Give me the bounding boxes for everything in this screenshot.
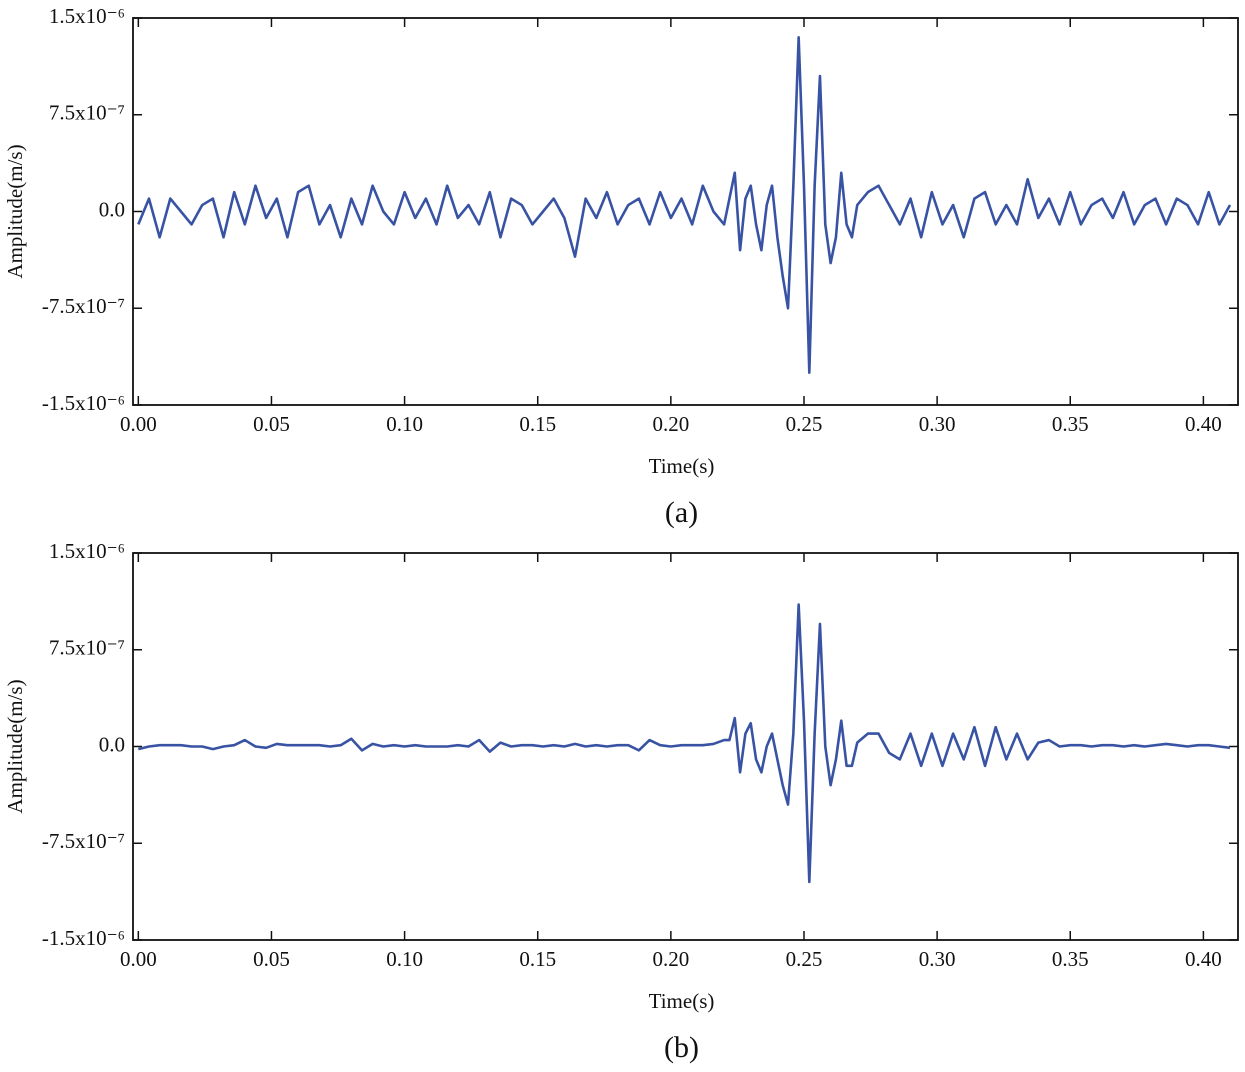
x-tick-label: 0.30: [919, 412, 956, 436]
x-tick-label: 0.20: [652, 412, 689, 436]
x-axis-label: Time(s): [649, 989, 715, 1013]
x-tick-label: 0.00: [120, 947, 157, 971]
x-tick-label: 0.40: [1185, 412, 1222, 436]
y-tick-label: -1.5x10⁻⁶: [42, 926, 125, 950]
y-tick-label: -7.5x10⁻⁷: [42, 829, 125, 853]
x-tick-label: 0.05: [253, 947, 290, 971]
x-tick-label: 0.20: [652, 947, 689, 971]
x-tick-label: 0.10: [386, 947, 423, 971]
x-tick-label: 0.35: [1052, 412, 1089, 436]
x-tick-label: 0.30: [919, 947, 956, 971]
y-tick-label: 7.5x10⁻⁷: [49, 101, 125, 125]
x-tick-label: 0.25: [786, 947, 823, 971]
y-tick-label: -7.5x10⁻⁷: [42, 294, 125, 318]
plot-frame: [132, 552, 1239, 941]
y-tick-label: 1.5x10⁻⁶: [49, 4, 125, 28]
y-tick-label: 0.0: [99, 732, 125, 756]
x-tick-label: 0.15: [519, 412, 556, 436]
x-tick-label: 0.25: [786, 412, 823, 436]
x-tick-label: 0.05: [253, 412, 290, 436]
plot-frame: [132, 17, 1239, 406]
signal-line: [138, 603, 1231, 884]
x-tick-label: 0.40: [1185, 947, 1222, 971]
y-tick-label: -1.5x10⁻⁶: [42, 391, 125, 415]
y-tick-label: 7.5x10⁻⁷: [49, 636, 125, 660]
x-tick-label: 0.15: [519, 947, 556, 971]
y-axis-label: Amplitude(m/s): [3, 679, 27, 813]
x-tick-label: 0.10: [386, 412, 423, 436]
x-tick-label: 0.35: [1052, 947, 1089, 971]
signal-line: [137, 36, 1232, 375]
caption: (a): [665, 496, 698, 529]
x-axis-label: Time(s): [649, 454, 715, 478]
x-tick-label: 0.00: [120, 412, 157, 436]
y-axis-label: Amplitude(m/s): [3, 144, 27, 278]
caption: (b): [664, 1031, 699, 1064]
y-tick-label: 0.0: [99, 197, 125, 221]
y-tick-label: 1.5x10⁻⁶: [49, 539, 125, 563]
